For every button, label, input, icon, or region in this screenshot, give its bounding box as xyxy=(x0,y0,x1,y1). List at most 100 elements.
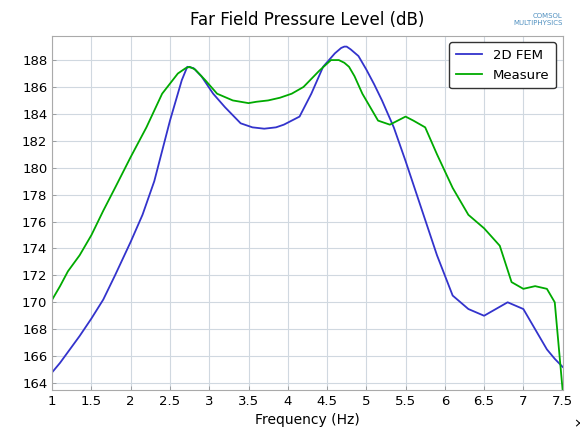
Legend: 2D FEM, Measure: 2D FEM, Measure xyxy=(450,43,556,88)
2D FEM xyxy=(76,333,83,339)
Measure xyxy=(367,104,374,110)
Measure xyxy=(449,185,456,190)
2D FEM xyxy=(57,360,64,366)
Line: Measure: Measure xyxy=(52,60,563,390)
2D FEM xyxy=(355,53,362,59)
2D FEM xyxy=(296,114,303,119)
Line: 2D FEM: 2D FEM xyxy=(52,47,563,372)
2D FEM xyxy=(198,73,205,79)
Measure xyxy=(335,57,342,63)
2D FEM xyxy=(465,306,472,312)
2D FEM xyxy=(261,126,268,131)
Measure xyxy=(402,114,409,119)
Measure xyxy=(49,297,56,302)
Measure xyxy=(127,154,134,159)
2D FEM xyxy=(111,273,118,278)
Measure xyxy=(202,78,209,83)
2D FEM xyxy=(280,122,287,127)
2D FEM xyxy=(520,306,527,312)
2D FEM xyxy=(49,370,56,375)
Measure xyxy=(245,100,252,106)
2D FEM xyxy=(88,316,95,321)
Measure xyxy=(386,122,393,127)
2D FEM xyxy=(543,347,550,352)
2D FEM xyxy=(371,82,378,87)
Measure xyxy=(264,98,271,103)
Measure xyxy=(351,73,358,79)
2D FEM xyxy=(210,91,217,96)
2D FEM xyxy=(190,65,197,71)
Measure xyxy=(543,286,550,292)
2D FEM xyxy=(379,98,386,103)
Text: $\times10^6$: $\times10^6$ xyxy=(573,414,580,431)
Measure xyxy=(253,99,260,104)
Measure xyxy=(182,65,189,71)
Measure xyxy=(277,95,284,100)
2D FEM xyxy=(288,118,295,123)
Title: Far Field Pressure Level (dB): Far Field Pressure Level (dB) xyxy=(190,11,425,29)
Measure xyxy=(111,185,118,190)
Measure xyxy=(520,286,527,292)
Measure xyxy=(433,151,440,157)
2D FEM xyxy=(320,64,327,69)
Measure xyxy=(159,91,166,96)
Measure xyxy=(213,91,220,96)
2D FEM xyxy=(449,293,456,298)
2D FEM xyxy=(363,67,370,72)
2D FEM xyxy=(139,212,146,218)
2D FEM xyxy=(433,253,440,258)
2D FEM xyxy=(273,125,280,130)
2D FEM xyxy=(100,297,107,302)
Measure xyxy=(341,60,348,65)
2D FEM xyxy=(528,320,535,325)
Measure xyxy=(100,208,107,213)
2D FEM xyxy=(64,349,71,355)
Measure xyxy=(496,243,503,249)
Measure xyxy=(229,98,236,103)
2D FEM xyxy=(338,45,345,51)
Measure xyxy=(64,269,71,274)
Measure xyxy=(481,226,488,231)
2D FEM xyxy=(184,64,191,69)
2D FEM xyxy=(418,205,425,211)
Measure xyxy=(316,68,322,73)
2D FEM xyxy=(308,91,315,96)
X-axis label: Frequency (Hz): Frequency (Hz) xyxy=(255,413,360,427)
2D FEM xyxy=(249,125,256,130)
2D FEM xyxy=(390,125,397,130)
Measure xyxy=(328,57,335,63)
Measure xyxy=(346,64,353,69)
2D FEM xyxy=(222,104,229,110)
Measure xyxy=(465,212,472,218)
Measure xyxy=(551,300,558,305)
Measure xyxy=(186,64,193,69)
2D FEM xyxy=(166,118,173,123)
Measure xyxy=(300,84,307,90)
Measure xyxy=(422,125,429,130)
2D FEM xyxy=(559,364,566,370)
2D FEM xyxy=(343,44,350,49)
Measure xyxy=(375,118,382,123)
2D FEM xyxy=(341,44,348,49)
Measure xyxy=(88,233,95,238)
Measure xyxy=(410,118,417,123)
Measure xyxy=(359,91,366,96)
2D FEM xyxy=(331,51,338,56)
2D FEM xyxy=(151,178,158,184)
2D FEM xyxy=(481,313,488,319)
2D FEM xyxy=(347,47,354,52)
Measure xyxy=(57,284,64,289)
Measure xyxy=(175,71,182,76)
2D FEM xyxy=(551,356,558,362)
Measure xyxy=(143,125,150,130)
Measure xyxy=(76,253,83,258)
Measure xyxy=(559,387,566,392)
2D FEM xyxy=(402,158,409,164)
2D FEM xyxy=(237,121,244,126)
2D FEM xyxy=(492,306,499,312)
Measure xyxy=(191,67,198,72)
Measure xyxy=(508,280,515,285)
Text: COMSOL
MULTIPHYSICS: COMSOL MULTIPHYSICS xyxy=(513,13,563,26)
Measure xyxy=(532,284,539,289)
2D FEM xyxy=(178,78,185,83)
